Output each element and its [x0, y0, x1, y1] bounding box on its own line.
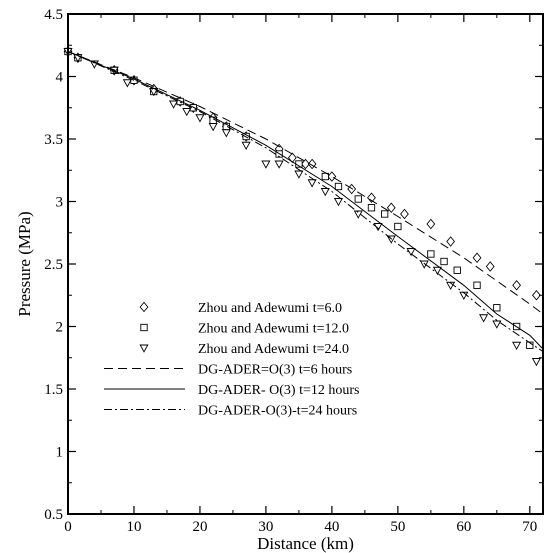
data-point — [182, 108, 192, 117]
series-line — [67, 51, 544, 352]
y-tick-label: 4.5 — [44, 7, 63, 23]
data-point — [472, 252, 482, 264]
data-point — [274, 160, 284, 169]
series-6 — [67, 51, 544, 352]
x-tick-label: 20 — [192, 519, 207, 535]
data-point — [353, 210, 363, 219]
data-point — [381, 210, 389, 218]
series-3 — [63, 48, 541, 367]
data-point — [446, 236, 456, 247]
data-point — [294, 170, 304, 179]
y-tick-label: 3 — [56, 195, 64, 211]
legend-entry-label: Zhou and Adewumi t=12.0 — [198, 322, 349, 337]
y-tick-label: 2 — [56, 320, 64, 336]
data-point — [320, 188, 330, 197]
data-point — [307, 179, 317, 188]
data-point — [432, 266, 443, 275]
y-tick-label: 2.5 — [44, 257, 63, 273]
data-point — [354, 195, 362, 203]
data-point — [287, 152, 297, 164]
data-point — [427, 250, 435, 258]
y-tick-label: 3.5 — [44, 132, 63, 148]
y-tick-label: 0.5 — [44, 507, 63, 523]
data-point — [189, 104, 197, 112]
series-line — [67, 51, 544, 350]
legend-entry-label: DG-ADER=O(3) t=6 hours — [198, 363, 352, 378]
x-tick-label: 40 — [324, 519, 339, 535]
data-point — [367, 204, 376, 212]
legend-swatch — [140, 323, 148, 332]
x-tick-label: 30 — [258, 519, 273, 535]
data-point — [334, 182, 343, 191]
data-point — [440, 257, 448, 266]
x-tick-label: 50 — [390, 519, 405, 535]
y-tick-label: 1.5 — [44, 382, 63, 398]
data-point — [373, 223, 383, 232]
legend-entry-label: Zhou and Adewumi t=6.0 — [198, 301, 342, 316]
legend-entry-label: DG-ADER- O(3) t=12 hours — [198, 383, 360, 398]
series-4 — [67, 51, 544, 315]
data-point — [485, 261, 495, 272]
data-point — [479, 314, 489, 323]
data-point — [512, 341, 522, 350]
data-point — [327, 171, 337, 182]
data-point — [168, 100, 179, 109]
y-axis-label: Pressure (MPa) — [15, 211, 34, 316]
data-point — [241, 141, 251, 150]
data-point — [122, 79, 132, 88]
data-point — [453, 266, 461, 274]
y-tick-label: 1 — [56, 445, 64, 461]
data-point — [400, 208, 409, 220]
data-point — [301, 158, 310, 170]
x-tick-label: 0 — [64, 519, 72, 535]
data-point — [512, 279, 521, 291]
data-point — [426, 218, 436, 230]
legend-swatch — [139, 344, 149, 353]
x-tick-label: 70 — [522, 519, 537, 535]
x-tick-label: 10 — [126, 519, 141, 535]
legend-swatch — [139, 301, 149, 313]
legend-entry-label: Zhou and Adewumi t=24.0 — [198, 342, 349, 357]
y-tick-label: 4 — [56, 70, 64, 86]
data-point — [333, 198, 344, 207]
legend-entry-label: DG-ADER-O(3)-t=24 hours — [198, 404, 357, 419]
data-point — [394, 222, 402, 231]
data-point — [261, 160, 271, 169]
data-point — [531, 358, 541, 367]
data-point — [532, 289, 541, 301]
data-point — [208, 123, 218, 132]
data-point — [526, 341, 534, 349]
axis-ticks: 0 10 20 30 40 50 60 70 0.5 1 1.5 2 2.5 3 3.5 4 4.5 — [44, 7, 543, 535]
data-point — [493, 304, 501, 312]
series-line — [67, 51, 544, 315]
plot-frame — [67, 13, 544, 515]
series-5 — [67, 51, 544, 350]
legend: Zhou and Adewumi t=6.0 Zhou and Adewumi t… — [104, 301, 360, 419]
plot-area — [63, 46, 544, 367]
data-point — [221, 129, 231, 138]
data-point — [492, 320, 502, 329]
data-point — [419, 260, 429, 269]
x-tick-label: 60 — [456, 519, 471, 535]
data-point — [406, 248, 416, 257]
data-point — [386, 202, 396, 214]
data-point — [195, 114, 205, 123]
data-point — [367, 192, 376, 204]
x-axis-label: Distance (km) — [257, 534, 354, 553]
data-point — [473, 281, 481, 289]
